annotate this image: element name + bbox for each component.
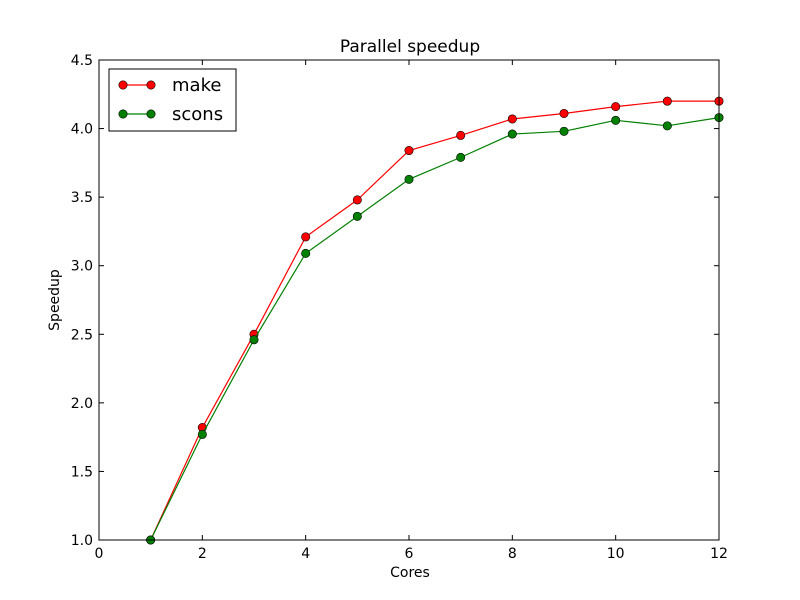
series-line-make [150, 100, 719, 541]
y-tick-label: 1.5 [71, 464, 93, 480]
data-point-scons [404, 174, 414, 184]
legend-label-scons: scons [172, 104, 223, 125]
y-tick-label: 1.0 [71, 533, 93, 549]
data-point-scons [662, 121, 672, 131]
data-point-scons [507, 129, 517, 139]
y-tick-label: 2.0 [71, 396, 93, 412]
data-point-scons [249, 335, 259, 345]
y-tick-label: 2.5 [71, 327, 93, 343]
data-point-make [456, 130, 466, 140]
y-tick-label: 4.5 [71, 53, 93, 69]
legend-label-make: make [172, 75, 221, 96]
y-tick-label: 4.0 [71, 122, 93, 138]
series-line-scons [150, 117, 720, 541]
x-tick-label: 0 [95, 546, 104, 562]
plot-background [99, 60, 719, 540]
data-point-scons [197, 429, 207, 439]
data-point-make [404, 146, 414, 156]
data-point-make [662, 96, 672, 106]
y-axis-label: Speedup [47, 269, 63, 331]
y-tick-label: 3.5 [71, 190, 93, 206]
data-point-make [507, 114, 517, 124]
x-axis-label: Cores [390, 565, 430, 581]
legend-marker-make [146, 80, 156, 90]
x-tick-label: 12 [710, 546, 728, 562]
data-point-make [559, 108, 569, 118]
legend: make scons [108, 68, 237, 132]
y-tick-label: 3.0 [71, 259, 93, 275]
legend-marker-scons [118, 109, 128, 119]
chart-title: Parallel speedup [340, 37, 480, 57]
data-point-make [611, 102, 621, 112]
data-point-scons [559, 126, 569, 136]
plot-area: 0 2 4 6 8 10 12 1.0 1.5 2.0 2.5 3.0 3.5 4.0 4.5 [71, 53, 728, 562]
data-point-scons [352, 211, 362, 221]
data-point-make [352, 195, 362, 205]
data-point-make [301, 232, 311, 242]
x-tick-label: 4 [301, 546, 310, 562]
x-tick-label: 10 [607, 546, 625, 562]
legend-marker-scons [146, 109, 156, 119]
x-tick-label: 8 [508, 546, 517, 562]
data-point-scons [611, 115, 621, 125]
data-point-scons [456, 152, 466, 162]
data-point-scons [301, 248, 311, 258]
legend-marker-make [118, 80, 128, 90]
legend-box [108, 68, 237, 132]
x-tick-label: 6 [405, 546, 414, 562]
x-tick-label: 2 [198, 546, 207, 562]
